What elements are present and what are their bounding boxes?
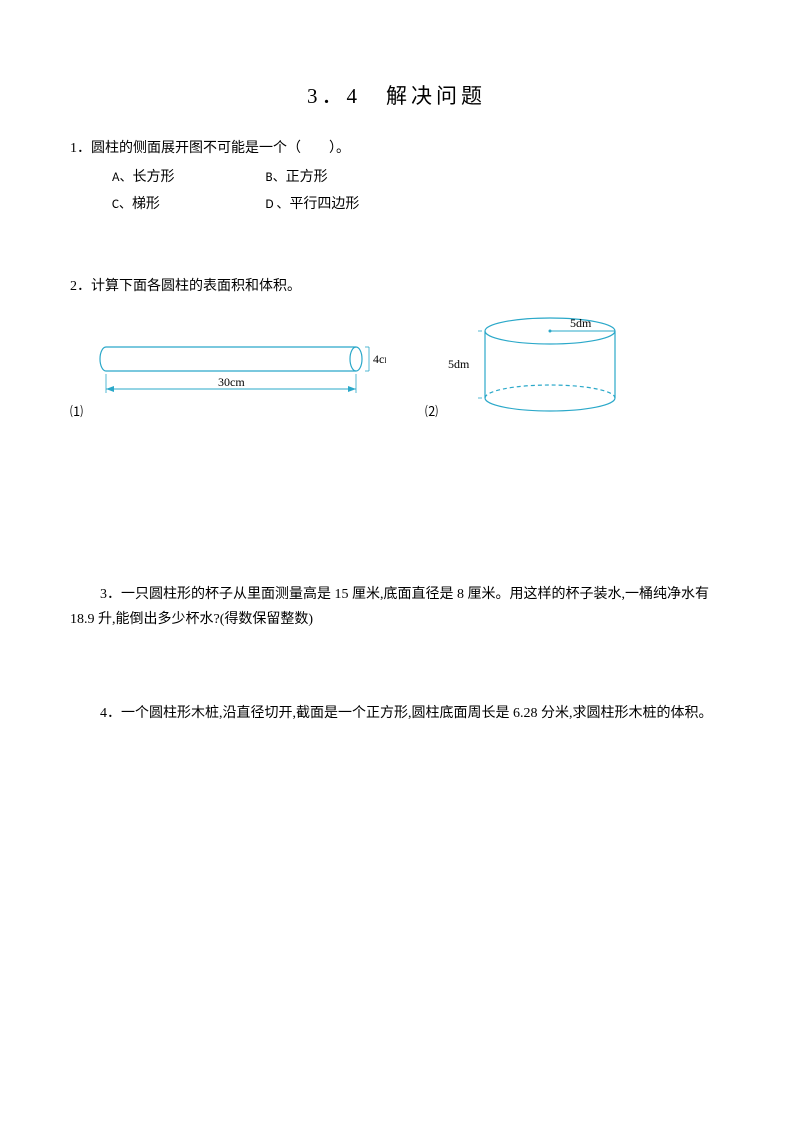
q1-d-letter: D 、 <box>266 197 290 212</box>
q1-b-text: 正方形 <box>286 170 328 185</box>
q1-a-text: 长方形 <box>133 170 175 185</box>
q2-stem: 2．计算下面各圆柱的表面积和体积。 <box>70 275 723 295</box>
q1-option-d: D 、平行四边形 <box>266 194 360 215</box>
q2-fig1-length-label: 30cm <box>218 375 245 389</box>
q1-option-b: B、正方形 <box>266 167 328 188</box>
page-title: 3．4 解决问题 <box>70 80 723 110</box>
q2-fig2-height-label: 5dm <box>448 357 470 371</box>
q2-fig2-radius-label: 5dm <box>570 316 592 330</box>
question-1: 1．圆柱的侧面展开图不可能是一个（ ）。 A、长方形 B、正方形 C、梯形 D … <box>70 138 723 215</box>
q1-d-text: 平行四边形 <box>289 197 359 212</box>
q1-stem: 1．圆柱的侧面展开图不可能是一个（ ）。 <box>70 138 723 159</box>
q2-fig2-cylinder: 5dm 5dm <box>440 313 640 423</box>
q1-a-letter: A、 <box>112 170 133 185</box>
question-4: 4．一个圆柱形木桩,沿直径切开,截面是一个正方形,圆柱底面周长是 6.28 分米… <box>70 702 723 727</box>
q1-c-letter: C、 <box>112 197 132 212</box>
question-3: 3．一只圆柱形的杯子从里面测量高是 15 厘米,底面直径是 8 厘米。用这样的杯… <box>70 583 723 632</box>
q1-c-text: 梯形 <box>132 197 160 212</box>
q2-fig1-diameter-label: 4cm <box>373 352 386 366</box>
q2-figures: 30cm 4cm ⑴ 5dm <box>70 313 723 433</box>
q2-fig1-cylinder: 30cm 4cm <box>86 341 386 411</box>
q2-fig1-number: ⑴ <box>70 401 83 420</box>
q1-option-c: C、梯形 <box>112 194 262 215</box>
q2-fig2-number: ⑵ <box>425 401 438 420</box>
q1-option-a: A、长方形 <box>112 167 262 188</box>
q1-options: A、长方形 B、正方形 C、梯形 D 、平行四边形 <box>70 167 723 215</box>
q1-b-letter: B、 <box>266 170 286 185</box>
question-2: 2．计算下面各圆柱的表面积和体积。 30cm <box>70 275 723 433</box>
